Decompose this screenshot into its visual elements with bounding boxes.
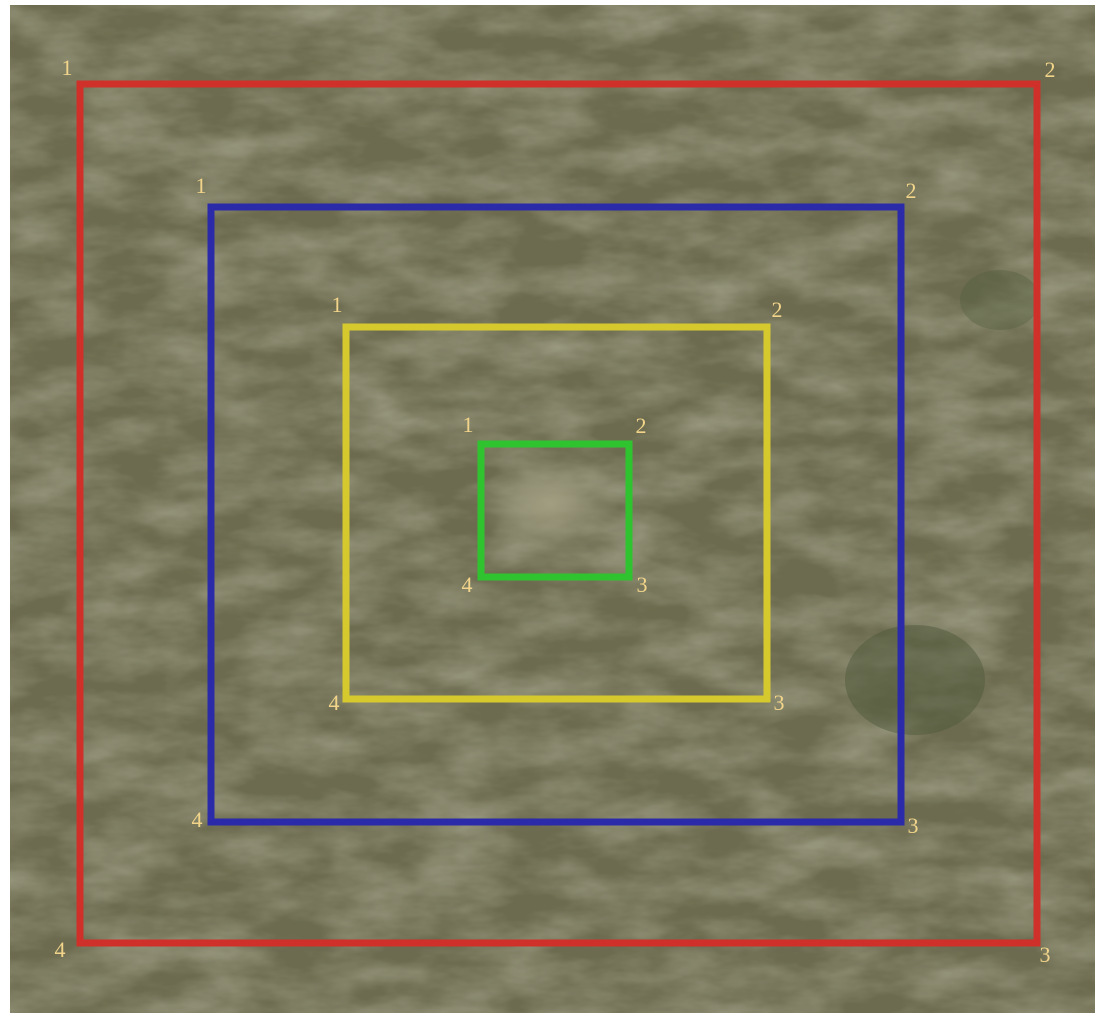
corner-label: 3 [637,572,648,597]
corner-label: 1 [196,173,207,198]
corner-label: 2 [772,297,783,322]
corner-label: 1 [463,412,474,437]
corner-label: 1 [332,292,343,317]
corner-label: 4 [329,690,340,715]
overlay: 1 2 3 4 1 2 3 4 1 2 3 4 1 2 3 4 [55,55,1056,967]
square [207,203,905,826]
square [76,80,1041,947]
square [342,323,771,703]
corner-label: 4 [462,572,473,597]
corner-label: 2 [1045,57,1056,82]
corner-label: 4 [192,807,203,832]
corner-label: 1 [62,55,73,80]
corner-label: 3 [1040,942,1051,967]
corner-label: 4 [55,937,66,962]
square [477,440,633,581]
photo [10,5,1095,1013]
corner-label: 2 [636,413,647,438]
corner-label: 3 [774,690,785,715]
corner-label: 3 [908,813,919,838]
corner-label: 2 [906,178,917,203]
